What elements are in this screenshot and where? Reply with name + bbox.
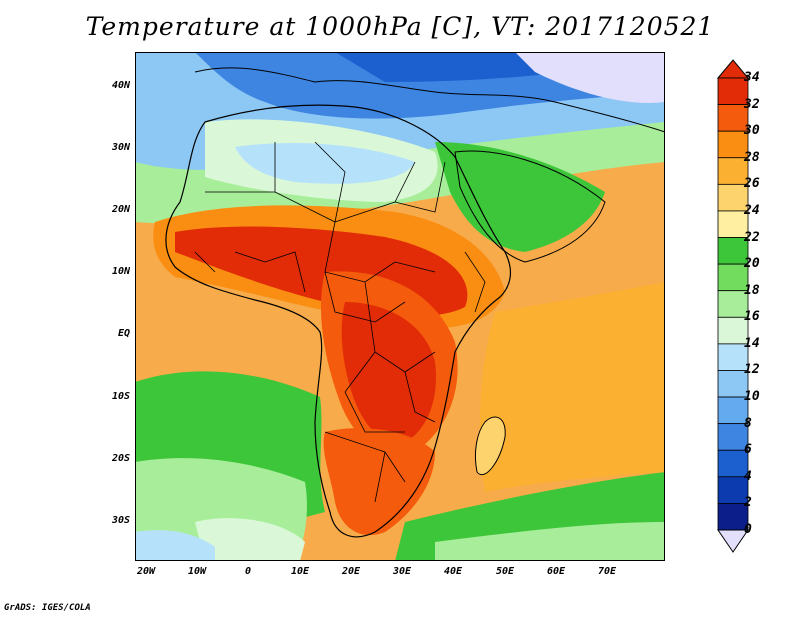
- lat-label-20s: 20S: [111, 453, 130, 464]
- colorbar-segment: [717, 343, 749, 371]
- lat-label-10n: 10N: [111, 266, 130, 277]
- lon-label-60e: 60E: [546, 566, 566, 577]
- temperature-map: [135, 52, 665, 561]
- temperature-field: [135, 52, 665, 561]
- colorbar-tick-label: 4: [744, 468, 752, 484]
- lon-label-20e: 20E: [341, 566, 361, 577]
- colorbar-tick-label: 12: [744, 362, 760, 378]
- colorbar-segment: [717, 449, 749, 478]
- colorbar-segment: [717, 476, 749, 504]
- lon-label-10e: 10E: [290, 566, 310, 577]
- indian-ocean-warm: [479, 282, 665, 492]
- colorbar-tick-label: 6: [744, 442, 752, 458]
- country-borders: [194, 141, 486, 503]
- colorbar-tick-label: 24: [744, 202, 760, 218]
- south-atlantic-pale: [195, 518, 305, 561]
- colorbar-segment: [717, 183, 749, 212]
- lon-label-10w: 10W: [187, 566, 207, 577]
- colorbar-tick-label: 10: [744, 389, 760, 405]
- central-africa-hotter: [341, 302, 436, 443]
- lon-label-40e: 40E: [443, 566, 463, 577]
- colorbar-segment: [717, 157, 749, 185]
- colorbar-tick-label: 0: [744, 522, 752, 537]
- colorbar-tick-label: 28: [744, 149, 760, 165]
- lat-label-eq: EQ: [117, 328, 130, 339]
- lon-label-20w: 20W: [136, 566, 156, 577]
- asia-cold: [515, 52, 665, 103]
- colorbar-tick-label: 16: [744, 309, 760, 325]
- lat-label-30n: 30N: [111, 142, 130, 153]
- lat-label-40n: 40N: [111, 80, 130, 91]
- lon-label-70e: 70E: [597, 566, 617, 577]
- colorbar-tick-label: 18: [744, 282, 760, 298]
- colorbar-segment: [717, 370, 749, 398]
- colorbar-segment: [717, 130, 749, 159]
- lat-label-10s: 10S: [111, 391, 130, 402]
- colorbar: [716, 59, 750, 553]
- south-atlantic-blue: [135, 530, 215, 561]
- africa-coastline: [165, 104, 512, 538]
- colorbar-tick-label: 14: [744, 335, 760, 351]
- colorbar-segment: [717, 423, 749, 451]
- colorbar-tick-label: 34: [744, 70, 760, 85]
- sahara-colder: [235, 142, 415, 184]
- colorbar-segment: [717, 210, 749, 238]
- colorbar-segment: [717, 263, 749, 292]
- colorbar-tick-label: 26: [744, 176, 760, 192]
- colorbar-tick-label: 22: [744, 229, 760, 245]
- colorbar-tick-label: 2: [744, 495, 752, 511]
- colorbar-tick-label: 8: [744, 415, 752, 431]
- colorbar-tick-label: 20: [744, 256, 760, 272]
- lat-label-30s: 30S: [111, 515, 130, 526]
- colorbar-segment: [717, 396, 749, 425]
- colorbar-bottom-arrow: [717, 529, 749, 553]
- chart-title: Temperature at 1000hPa [C], VT: 20171205…: [85, 12, 715, 41]
- colorbar-segment: [717, 104, 749, 132]
- lon-label-30e: 30E: [392, 566, 412, 577]
- madagascar: [474, 416, 506, 475]
- colorbar-segment: [717, 237, 749, 265]
- colorbar-legend: [716, 59, 798, 560]
- colorbar-segment: [717, 290, 749, 318]
- europe-coastline: [194, 67, 665, 133]
- colorbar-tick-label: 32: [744, 96, 760, 112]
- lon-label-50e: 50E: [495, 566, 515, 577]
- lon-label-0: 0: [244, 566, 252, 577]
- footer-credit: GrADS: IGES/COLA: [4, 603, 91, 613]
- arabia-coastline: [454, 150, 606, 263]
- arabia-green: [435, 142, 605, 252]
- colorbar-tick-label: 30: [744, 123, 760, 139]
- indian-ocean-lightgreen: [435, 522, 665, 561]
- lat-label-20n: 20N: [111, 204, 130, 215]
- colorbar-segment: [717, 77, 749, 105]
